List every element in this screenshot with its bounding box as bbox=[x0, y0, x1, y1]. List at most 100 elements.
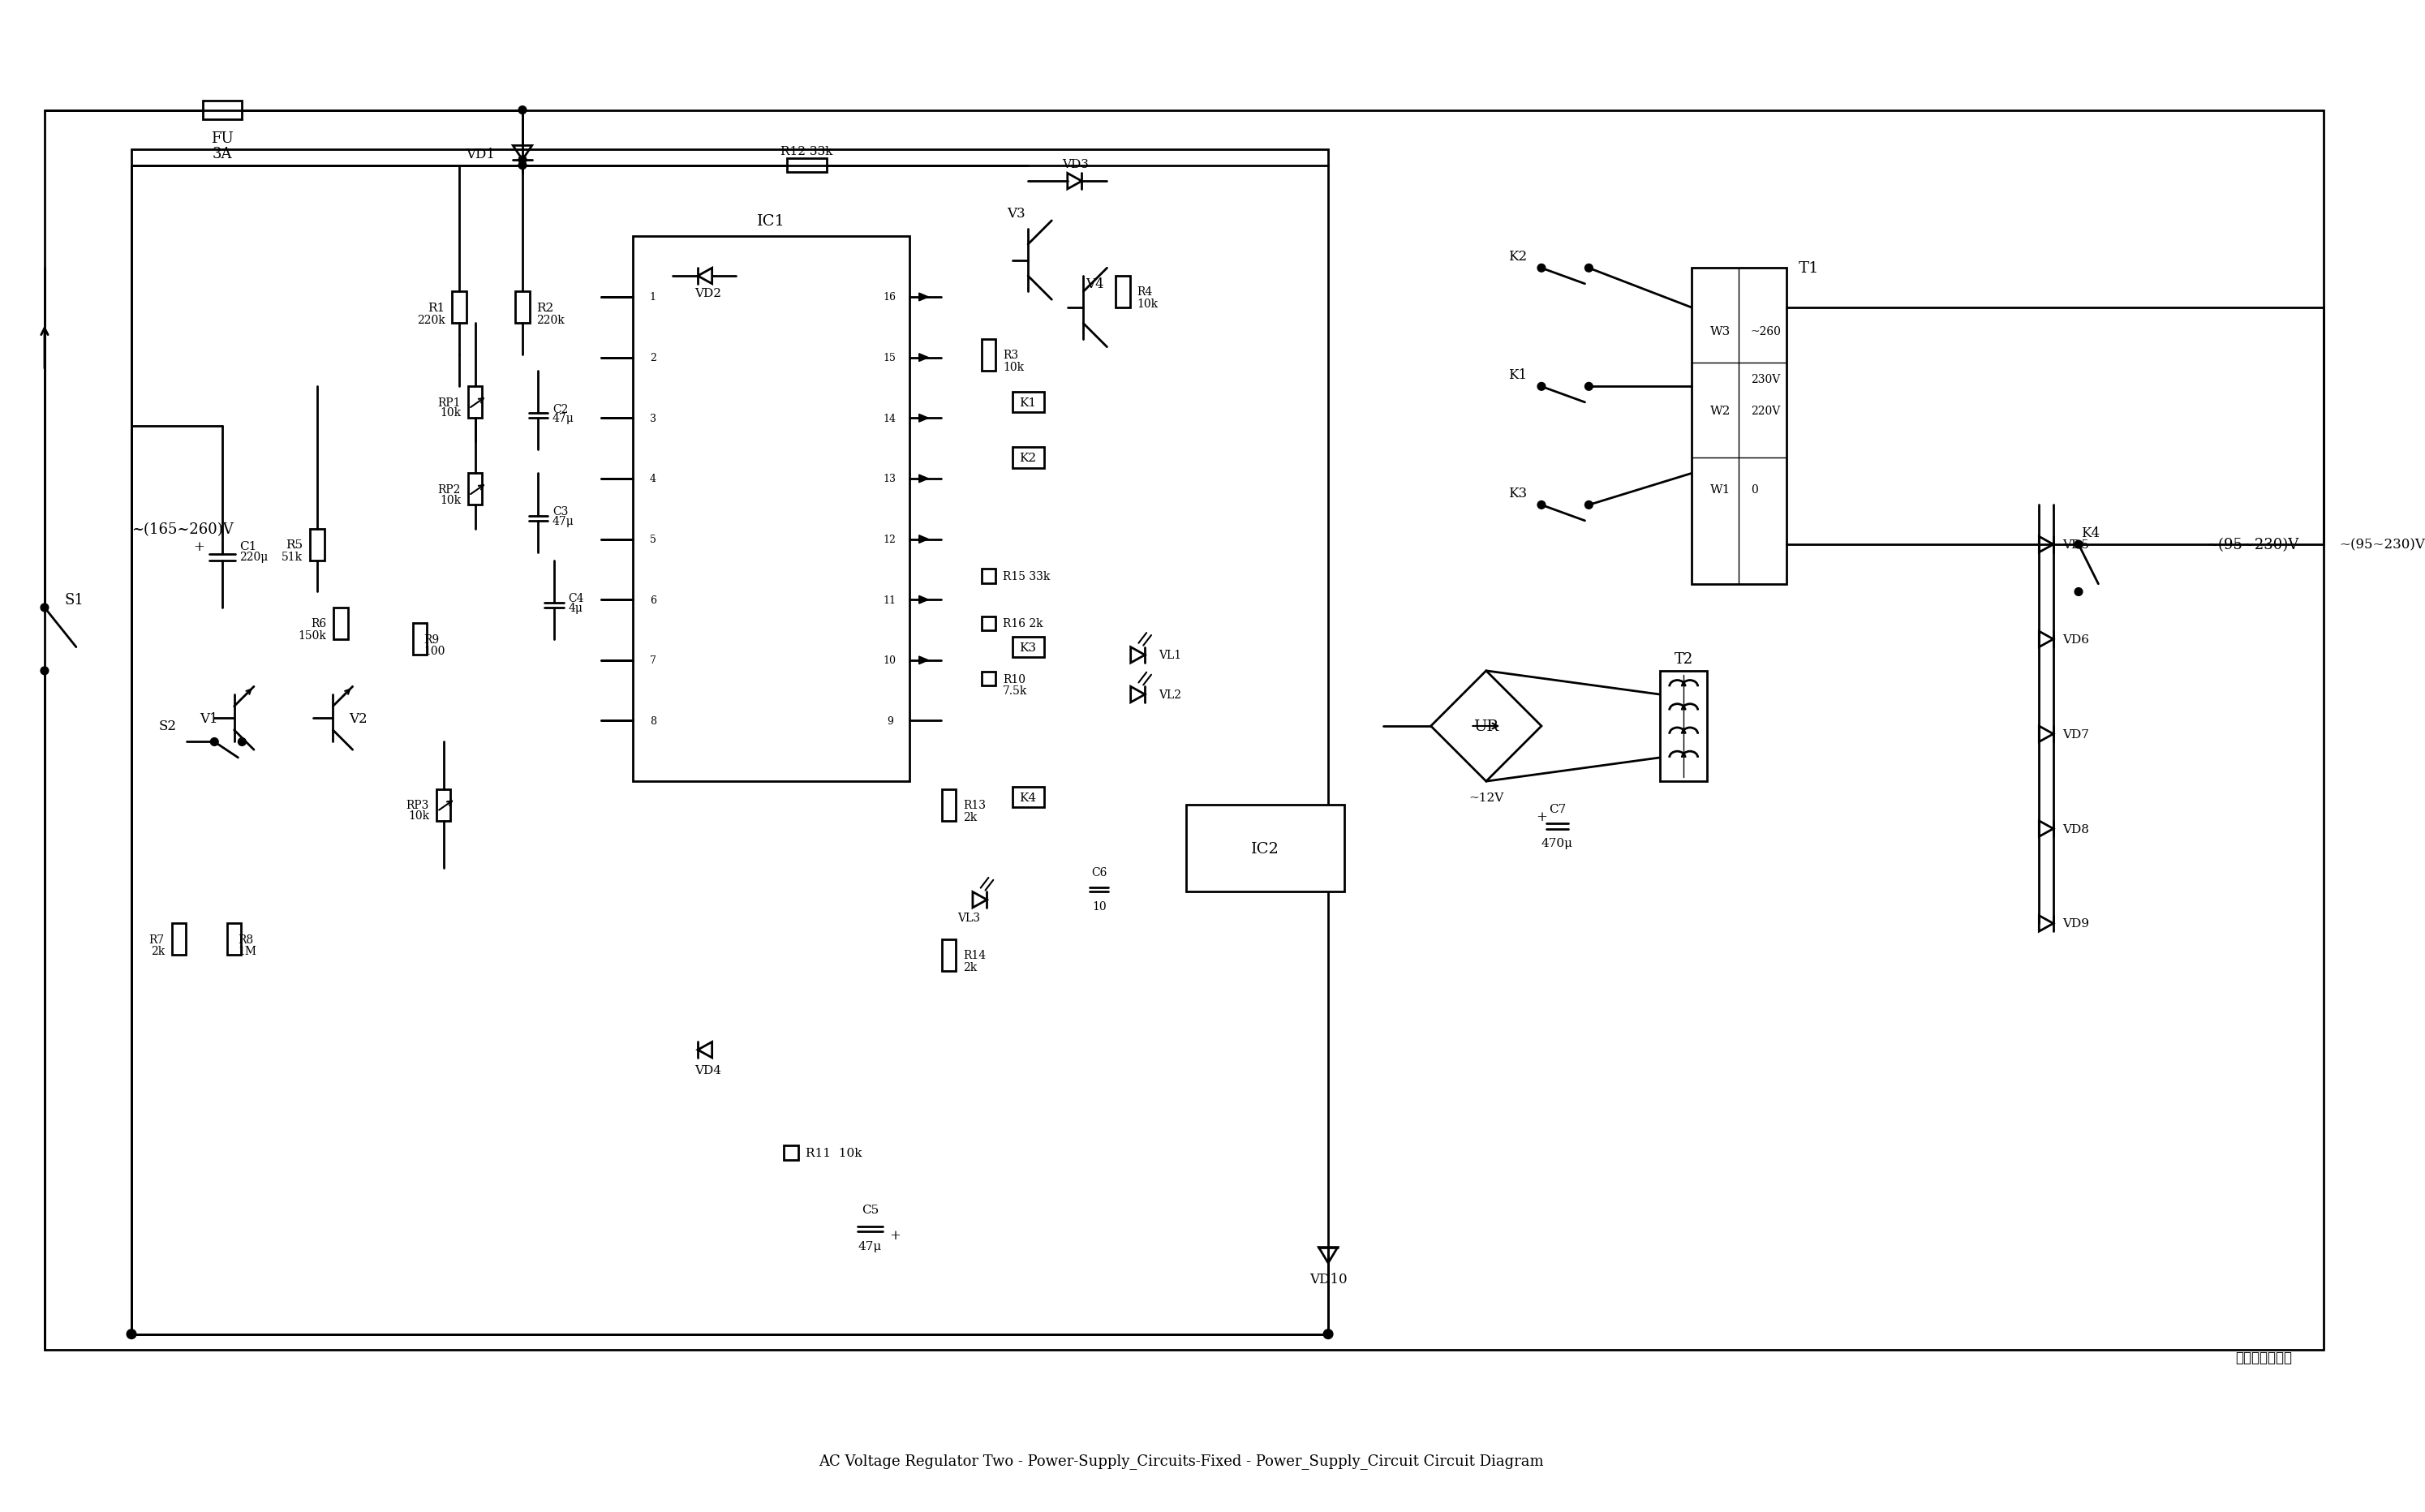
Bar bbox=[788, 159, 827, 172]
Text: VD4: VD4 bbox=[694, 1064, 723, 1075]
Text: 4: 4 bbox=[650, 473, 657, 484]
Polygon shape bbox=[919, 414, 929, 422]
Text: 10: 10 bbox=[883, 655, 897, 665]
Text: ~(95~230)V: ~(95~230)V bbox=[2207, 538, 2299, 552]
Bar bbox=[310, 529, 325, 561]
Text: 10: 10 bbox=[1091, 901, 1106, 912]
Text: RP3: RP3 bbox=[407, 800, 429, 810]
Text: R8: R8 bbox=[238, 934, 255, 945]
Text: R4: R4 bbox=[1137, 287, 1152, 298]
Text: S1: S1 bbox=[65, 593, 85, 608]
Text: 2k: 2k bbox=[150, 945, 165, 957]
Text: K3: K3 bbox=[1508, 487, 1528, 500]
Text: 470μ: 470μ bbox=[1542, 838, 1574, 848]
Bar bbox=[982, 570, 997, 584]
Text: RP1: RP1 bbox=[439, 398, 461, 408]
Text: +: + bbox=[194, 540, 206, 553]
Text: R3: R3 bbox=[1002, 349, 1018, 361]
Text: 9: 9 bbox=[888, 715, 892, 726]
Text: VD2: VD2 bbox=[694, 289, 723, 299]
Text: 230V: 230V bbox=[1751, 373, 1780, 384]
Circle shape bbox=[1586, 265, 1593, 272]
Text: K1: K1 bbox=[1508, 369, 1528, 383]
Polygon shape bbox=[919, 535, 929, 543]
Bar bbox=[468, 387, 483, 419]
Text: ~12V: ~12V bbox=[1470, 792, 1504, 803]
Text: IC2: IC2 bbox=[1251, 842, 1278, 856]
Text: V2: V2 bbox=[349, 712, 366, 726]
Text: R6: R6 bbox=[310, 618, 327, 629]
Text: V3: V3 bbox=[1006, 207, 1026, 221]
Text: 3A: 3A bbox=[213, 147, 233, 162]
Text: 13: 13 bbox=[883, 473, 897, 484]
Text: C3: C3 bbox=[553, 507, 567, 517]
Text: 1M: 1M bbox=[238, 945, 257, 957]
Bar bbox=[517, 292, 529, 324]
Text: R10: R10 bbox=[1002, 673, 1026, 685]
Text: 10k: 10k bbox=[1002, 361, 1023, 373]
Text: 2k: 2k bbox=[963, 812, 977, 823]
Text: W2: W2 bbox=[1710, 405, 1731, 416]
Text: 220k: 220k bbox=[417, 314, 446, 325]
Text: 16: 16 bbox=[883, 292, 897, 302]
Bar bbox=[982, 340, 997, 372]
Text: R7: R7 bbox=[148, 934, 165, 945]
Bar bbox=[941, 939, 955, 971]
Circle shape bbox=[238, 738, 245, 745]
Bar bbox=[335, 608, 347, 640]
Circle shape bbox=[1537, 383, 1545, 392]
Text: V1: V1 bbox=[199, 712, 218, 726]
Text: 10k: 10k bbox=[407, 810, 429, 821]
Bar bbox=[1011, 393, 1043, 413]
Text: K2: K2 bbox=[1018, 452, 1035, 464]
Circle shape bbox=[211, 738, 218, 745]
Text: 10k: 10k bbox=[439, 494, 461, 505]
Text: 7.5k: 7.5k bbox=[1002, 685, 1028, 697]
Text: R16 2k: R16 2k bbox=[1002, 618, 1043, 629]
Text: 100: 100 bbox=[424, 646, 446, 658]
Text: R1: R1 bbox=[427, 302, 446, 313]
Text: C6: C6 bbox=[1091, 866, 1106, 878]
Text: 1: 1 bbox=[650, 292, 657, 302]
Text: IC1: IC1 bbox=[757, 213, 786, 228]
Text: T2: T2 bbox=[1673, 652, 1693, 667]
Text: 0: 0 bbox=[1751, 484, 1758, 496]
Polygon shape bbox=[919, 656, 929, 665]
Text: C1: C1 bbox=[240, 541, 257, 552]
Text: VD5: VD5 bbox=[2064, 540, 2090, 550]
Text: VD1: VD1 bbox=[466, 147, 495, 160]
Text: 维库电子市场网: 维库电子市场网 bbox=[2236, 1352, 2292, 1365]
Text: VD10: VD10 bbox=[1310, 1272, 1346, 1285]
Text: 4μ: 4μ bbox=[567, 602, 582, 614]
Bar bbox=[982, 617, 997, 631]
Text: C5: C5 bbox=[861, 1204, 878, 1216]
Text: 10k: 10k bbox=[439, 407, 461, 419]
Text: R2: R2 bbox=[536, 302, 553, 313]
Text: C4: C4 bbox=[567, 593, 584, 605]
Text: K4: K4 bbox=[1018, 792, 1035, 803]
Text: K1: K1 bbox=[1018, 398, 1035, 408]
Text: V4: V4 bbox=[1086, 278, 1103, 292]
Text: C7: C7 bbox=[1550, 803, 1567, 815]
Bar bbox=[1011, 448, 1043, 469]
Text: K2: K2 bbox=[1508, 249, 1528, 263]
Bar bbox=[131, 150, 1329, 1334]
Bar bbox=[1011, 637, 1043, 658]
Text: R14: R14 bbox=[963, 950, 987, 962]
Text: VD3: VD3 bbox=[1062, 159, 1089, 169]
Text: 7: 7 bbox=[650, 655, 657, 665]
Circle shape bbox=[1324, 1329, 1334, 1340]
Text: VL2: VL2 bbox=[1159, 689, 1181, 700]
Text: C2: C2 bbox=[553, 404, 567, 414]
Text: ~(95~230)V: ~(95~230)V bbox=[2340, 538, 2425, 552]
Text: 47μ: 47μ bbox=[858, 1240, 883, 1252]
Text: S2: S2 bbox=[160, 720, 177, 733]
Text: +: + bbox=[1535, 810, 1547, 824]
Text: 220μ: 220μ bbox=[240, 550, 269, 562]
Circle shape bbox=[1586, 383, 1593, 392]
Text: VL1: VL1 bbox=[1159, 650, 1181, 661]
Circle shape bbox=[126, 1329, 136, 1340]
Bar bbox=[982, 671, 997, 686]
Text: ~(165~260)V: ~(165~260)V bbox=[131, 522, 233, 537]
Text: R13: R13 bbox=[963, 800, 987, 810]
